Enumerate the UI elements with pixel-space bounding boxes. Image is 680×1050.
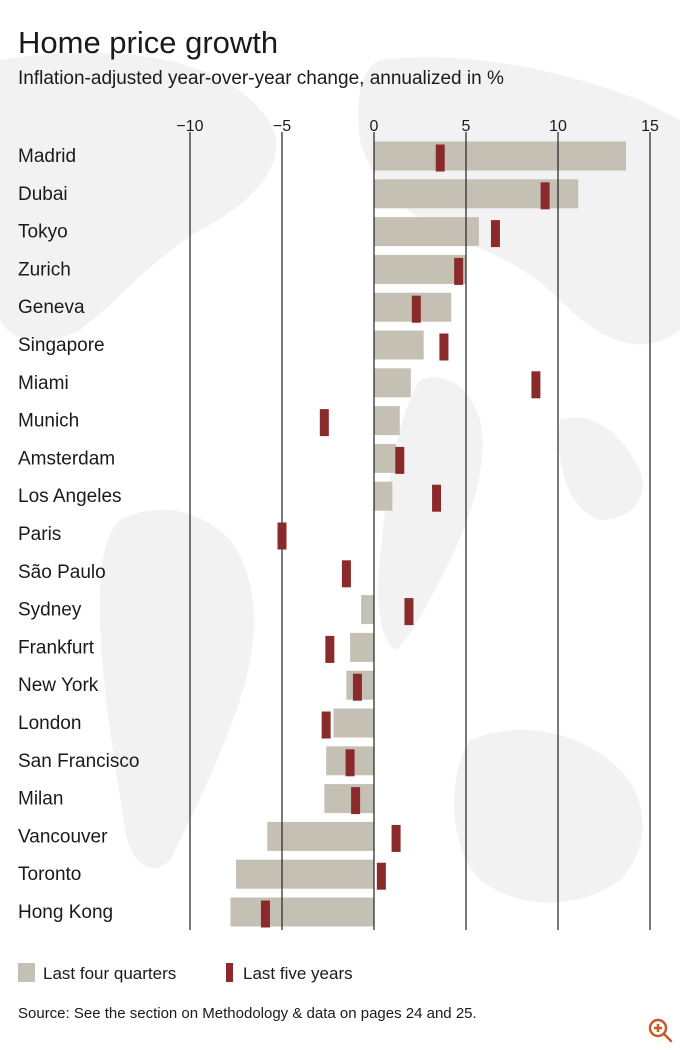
bar-toronto <box>236 859 374 889</box>
category-labels: Madrid Dubai Tokyo Zurich Geneva Singapore Mia… <box>18 146 139 923</box>
category-label-dubai: Dubai <box>18 184 68 205</box>
bar-tokyo <box>374 217 479 247</box>
legend-swatch-last-four-quarters <box>18 963 35 982</box>
marker-paris <box>277 522 287 550</box>
bar-hong-kong <box>230 897 374 927</box>
marker-london <box>321 711 331 739</box>
zoom-in-icon[interactable] <box>648 1018 673 1043</box>
marker-tokyo <box>490 220 500 248</box>
marker-munich <box>319 409 329 437</box>
background-map <box>0 52 680 903</box>
chart-title: Home price growth <box>18 25 278 60</box>
marker-singapore <box>439 333 449 361</box>
marker-san-francisco <box>345 749 355 777</box>
category-label-geneva: Geneva <box>18 297 85 318</box>
bar-los-angeles <box>374 481 393 511</box>
bar-milan <box>324 784 374 814</box>
marker-miami <box>531 371 541 399</box>
category-label-milan: Milan <box>18 789 63 810</box>
legend-swatch-last-five-years <box>226 963 233 982</box>
marker-sydney <box>404 598 414 626</box>
category-label-madrid: Madrid <box>18 146 76 167</box>
legend-label-last-five-years: Last five years <box>243 964 353 983</box>
marker-hong-kong <box>260 900 270 928</box>
bar-zurich <box>374 254 466 284</box>
source-note: Source: See the section on Methodology &… <box>18 1005 477 1022</box>
marker-madrid <box>435 144 445 172</box>
category-label-hong-kong: Hong Kong <box>18 902 113 923</box>
category-label-munich: Munich <box>18 411 79 432</box>
marker-zurich <box>454 257 464 285</box>
x-tick-label: 15 <box>641 118 659 135</box>
markers <box>260 144 550 928</box>
marker-dubai <box>540 182 550 210</box>
bar-miami <box>374 368 411 398</box>
x-tick-label: 0 <box>370 118 379 135</box>
x-tick-label: −10 <box>176 118 203 135</box>
bar-munich <box>374 406 400 436</box>
category-label-vancouver: Vancouver <box>18 826 108 847</box>
category-label-zurich: Zurich <box>18 259 71 280</box>
x-tick-label: 10 <box>549 118 567 135</box>
bar-london <box>333 708 374 738</box>
category-label-miami: Miami <box>18 373 69 394</box>
marker-milan <box>351 787 361 815</box>
bar-frankfurt <box>350 632 374 662</box>
category-label-los-angeles: Los Angeles <box>18 486 122 507</box>
category-label-san-francisco: San Francisco <box>18 751 139 772</box>
category-label-london: London <box>18 713 81 734</box>
marker-amsterdam <box>395 446 405 474</box>
marker-frankfurt <box>325 635 335 663</box>
x-tick-labels: −10 −5 0 5 10 15 <box>176 118 659 135</box>
category-label-toronto: Toronto <box>18 864 81 885</box>
category-label-frankfurt: Frankfurt <box>18 637 95 658</box>
marker-toronto <box>376 862 386 890</box>
category-label-sao-paulo: São Paulo <box>18 562 106 583</box>
bar-amsterdam <box>374 443 397 473</box>
legend-label-last-four-quarters: Last four quarters <box>43 964 176 983</box>
bar-vancouver <box>267 821 374 851</box>
legend: Last four quarters Last five years <box>18 963 353 983</box>
bar-singapore <box>374 330 424 360</box>
category-label-amsterdam: Amsterdam <box>18 448 115 469</box>
category-label-paris: Paris <box>18 524 61 545</box>
category-label-new-york: New York <box>18 675 99 696</box>
marker-los-angeles <box>432 484 442 512</box>
x-tick-label: −5 <box>273 118 291 135</box>
marker-new-york <box>352 673 362 701</box>
bar-sydney <box>361 595 374 625</box>
marker-geneva <box>411 295 421 323</box>
bar-madrid <box>374 141 627 171</box>
marker-vancouver <box>391 824 401 852</box>
x-tick-label: 5 <box>462 118 471 135</box>
marker-sao-paulo <box>341 560 351 588</box>
category-label-singapore: Singapore <box>18 335 105 356</box>
chart-subtitle: Inflation-adjusted year-over-year change… <box>18 68 504 89</box>
category-label-tokyo: Tokyo <box>18 222 68 243</box>
category-label-sydney: Sydney <box>18 600 82 621</box>
